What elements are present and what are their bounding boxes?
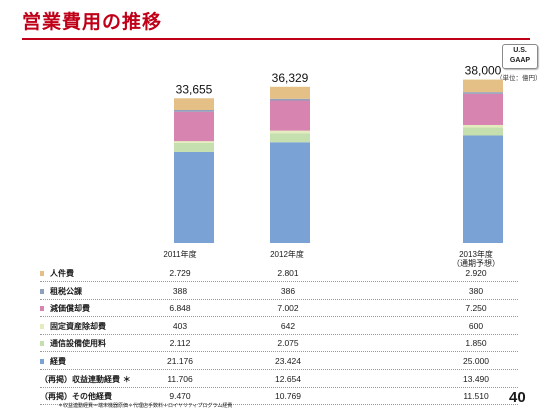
row-value: 11.510: [463, 391, 489, 402]
row-value: 2.112: [169, 338, 191, 349]
row-separator: [40, 351, 518, 353]
row-value: 11.706: [167, 373, 193, 384]
bar-segment-1-1: [174, 151, 214, 243]
row-label: （再掲）その他経費: [40, 392, 112, 402]
row-value: 380: [468, 285, 484, 296]
row-value: 10.769: [275, 391, 301, 402]
row-separator: [40, 316, 518, 318]
footnote: ＊収益連動経費＝端末機器原価＋代理店手数料＋ロイヤリティプログラム経費: [58, 403, 233, 409]
row-value: 13.490: [463, 373, 489, 384]
bar-segment-2-2: [270, 133, 310, 143]
table-row: 減価償却費 6.848 7.002 7.250: [0, 302, 550, 316]
row-value: 12.654: [275, 373, 301, 384]
row-value: 1.850: [465, 338, 487, 349]
row-value: 25.000: [463, 356, 489, 366]
bar-segment-3-5: [463, 92, 503, 94]
bar-segment-2-3: [270, 130, 310, 134]
bar-segment-2-1: [270, 142, 310, 243]
row-label: 通信設備使用料: [50, 339, 106, 349]
legend-marker: [40, 271, 44, 276]
table-row: 人件費 2.729 2.801 2.920: [0, 267, 550, 281]
bar-segment-3-4: [463, 93, 503, 125]
row-value: 7.250: [465, 303, 487, 314]
row-separator: [40, 281, 518, 282]
row-separator: [40, 333, 518, 335]
us-gaap-badge: U.S. GAAP: [502, 44, 538, 69]
row-separator: [40, 298, 518, 300]
row-value: 6.848: [169, 303, 191, 314]
page-title: 営業費用の推移: [22, 11, 163, 33]
row-value: 386: [280, 285, 296, 296]
row-value: 7.002: [277, 303, 299, 314]
title-rule: [22, 38, 530, 40]
row-label: 減価償却費: [50, 304, 90, 314]
row-label: （再掲）収益連動経費 ＊: [40, 374, 131, 384]
legend-marker: [40, 288, 44, 294]
legend-marker: [40, 341, 44, 347]
row-label: 経費: [50, 357, 66, 366]
bar-segment-2-5: [270, 98, 310, 101]
row-value: 642: [280, 320, 296, 331]
row-value: 2.075: [277, 338, 299, 349]
table-row: 経費 21.176 23.424 25.000: [0, 355, 550, 369]
row-value: 2.920: [465, 268, 487, 278]
bar-segment-1-2: [174, 142, 214, 152]
total-label-3: 38,000: [465, 64, 502, 78]
row-value: 23.424: [275, 356, 301, 366]
category-sublabel-2013: （通期予想）: [452, 259, 500, 268]
table-row: 固定資産除却費 403 642 600: [0, 320, 550, 334]
bar-segment-2-6: [270, 86, 310, 99]
bar-segment-1-4: [174, 111, 214, 142]
row-value: 21.176: [167, 356, 193, 366]
table-row: 租税公課 388 386 380: [0, 285, 550, 299]
table-row: 通信設備使用料 2.112 2.075 1.850: [0, 337, 550, 351]
bar-segment-3-3: [463, 124, 503, 128]
row-value: 2.729: [169, 268, 191, 278]
bar-segment-1-6: [174, 98, 214, 111]
bar-segment-3-1: [463, 135, 503, 243]
category-label-2013: 2013年度: [459, 250, 493, 259]
row-label: 租税公課: [50, 286, 82, 296]
page-number: 40: [509, 389, 526, 406]
bar-segment-2-4: [270, 100, 310, 131]
bar-segment-3-6: [463, 79, 503, 93]
total-label-2: 36,329: [272, 71, 309, 85]
row-separator: [40, 369, 518, 370]
unit-label: （単位：億円）: [496, 74, 542, 82]
table-row: （再掲）収益連動経費 ＊ 11.706 12.654 13.490: [0, 373, 550, 387]
total-label-1: 33,655: [176, 82, 213, 96]
row-separator: [40, 404, 518, 406]
row-value: 600: [468, 320, 484, 331]
badge-line-2: GAAP: [509, 57, 531, 64]
row-label: 人件費: [50, 269, 74, 278]
bar-segment-1-5: [174, 110, 214, 112]
row-value: 403: [172, 320, 188, 331]
bar-segment-1-3: [174, 141, 214, 143]
row-value: 388: [172, 285, 188, 296]
row-label: 固定資産除却費: [50, 321, 106, 331]
bar-segment-3-2: [463, 127, 503, 136]
row-separator: [40, 386, 518, 388]
row-value: 2.801: [277, 268, 299, 278]
category-label-2011: 2011年度: [163, 250, 197, 259]
legend-marker: [40, 359, 44, 364]
badge-line-1: U.S.: [513, 47, 527, 54]
category-label-2012: 2012年度: [270, 250, 304, 259]
legend-marker: [40, 306, 44, 312]
row-value: 9.470: [169, 391, 191, 402]
legend-marker: [40, 323, 44, 329]
table-row: （再掲）その他経費 9.470 10.769 11.510: [0, 390, 550, 404]
